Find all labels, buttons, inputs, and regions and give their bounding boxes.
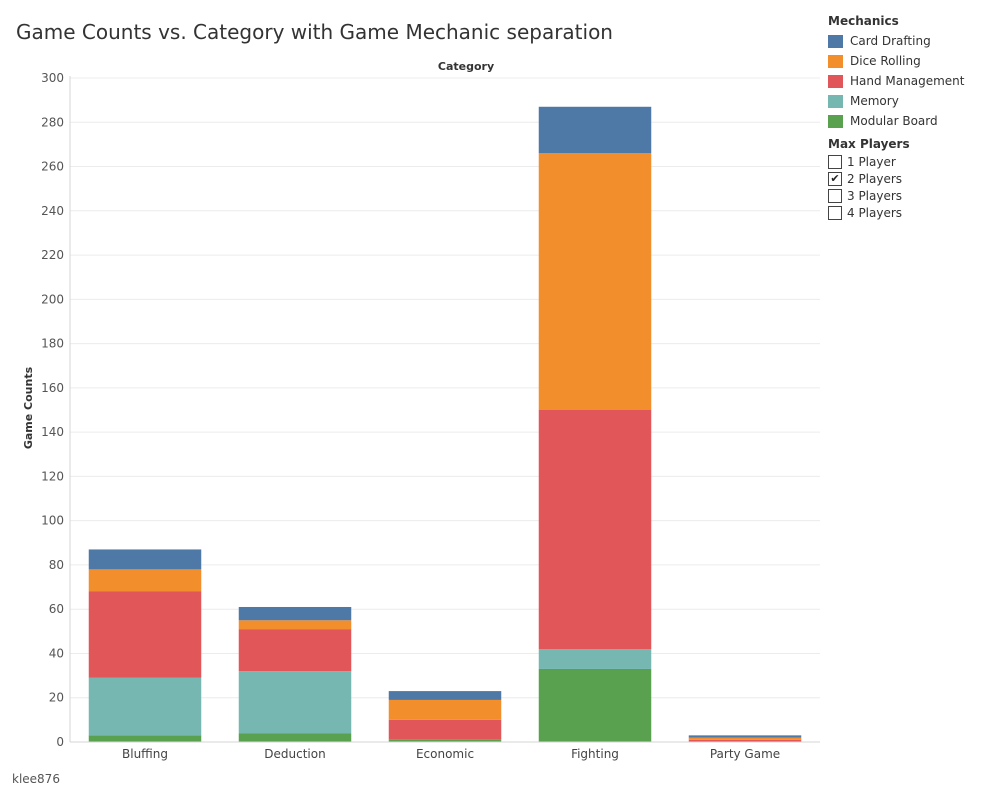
y-axis-title: Game Counts <box>22 366 35 449</box>
x-tick-label: Party Game <box>710 747 780 761</box>
legend-title: Mechanics <box>828 14 899 28</box>
legend-item-hand-management[interactable]: Hand Management <box>828 71 996 91</box>
legend-label: Card Drafting <box>850 34 931 48</box>
checkbox[interactable] <box>828 205 842 220</box>
y-tick-label: 60 <box>49 602 64 616</box>
legend-panel: Mechanics Card Drafting Dice Rolling Han… <box>828 14 996 221</box>
legend-label: Hand Management <box>850 74 965 88</box>
bar-segment-card-drafting <box>238 606 352 621</box>
y-tick-label: 140 <box>41 425 64 439</box>
filter-option-1-player[interactable]: 1 Player <box>828 153 996 170</box>
bar-segment-modular-board <box>88 735 202 742</box>
y-tick-label: 200 <box>41 292 64 306</box>
bar-segment-hand-management <box>538 410 652 650</box>
y-tick-label: 40 <box>49 646 64 660</box>
bar-segment-dice-rolling <box>388 699 502 720</box>
legend-label: Modular Board <box>850 114 938 128</box>
legend-swatch <box>828 74 843 88</box>
y-tick-label: 280 <box>41 115 64 129</box>
x-axis-title: Category <box>438 60 494 73</box>
bar-segment-dice-rolling <box>538 153 652 410</box>
bar-segment-modular-board <box>388 739 502 742</box>
x-tick-label: Economic <box>416 747 474 761</box>
legend-item-card-drafting[interactable]: Card Drafting <box>828 31 996 51</box>
bar-segment-card-drafting <box>538 106 652 154</box>
bar-segment-dice-rolling <box>88 569 202 592</box>
checkbox[interactable]: ✔ <box>828 171 842 186</box>
filter-option-4-players[interactable]: 4 Players <box>828 204 996 221</box>
bar-segment-modular-board <box>538 668 652 742</box>
legend-swatch <box>828 114 843 128</box>
filter-label: 4 Players <box>847 205 903 220</box>
bar-segment-dice-rolling <box>238 620 352 630</box>
filter-option-3-players[interactable]: 3 Players <box>828 187 996 204</box>
legend-label: Dice Rolling <box>850 54 921 68</box>
y-tick-label: 20 <box>49 691 64 705</box>
bars <box>88 106 802 742</box>
y-tick-label: 80 <box>49 558 64 572</box>
bar-segment-memory <box>238 671 352 734</box>
y-tick-label: 0 <box>56 735 64 749</box>
bar-segment-hand-management <box>388 719 502 740</box>
x-tick-label: Bluffing <box>122 747 168 761</box>
y-tick-label: 240 <box>41 204 64 218</box>
y-tick-label: 100 <box>41 514 64 528</box>
filter-label: 1 Player <box>847 154 896 169</box>
y-tick-label: 260 <box>41 160 64 174</box>
filter-title: Max Players <box>828 137 910 151</box>
y-tick-label: 160 <box>41 381 64 395</box>
bar-segment-card-drafting <box>688 735 802 738</box>
y-tick-label: 120 <box>41 469 64 483</box>
bar-segment-modular-board <box>238 733 352 742</box>
bar-segment-memory <box>538 649 652 669</box>
checkbox[interactable] <box>828 188 842 203</box>
filter-option-2-players[interactable]: ✔ 2 Players <box>828 170 996 187</box>
y-tick-label: 220 <box>41 248 64 262</box>
legend-item-modular-board[interactable]: Modular Board <box>828 111 996 131</box>
author-credit: klee876 <box>12 772 60 786</box>
y-tick-label: 300 <box>41 71 64 85</box>
bar-segment-dice-rolling <box>688 737 802 740</box>
bar-segment-hand-management <box>238 629 352 672</box>
x-tick-label: Fighting <box>571 747 619 761</box>
chart-title: Game Counts vs. Category with Game Mecha… <box>16 20 613 44</box>
legend-item-memory[interactable]: Memory <box>828 91 996 111</box>
filter-label: 3 Players <box>847 188 903 203</box>
legend-swatch <box>828 34 843 48</box>
legend-swatch <box>828 54 843 68</box>
legend-swatch <box>828 94 843 108</box>
bar-segment-hand-management <box>88 591 202 678</box>
axes: 0 20 40 60 80 100 120 140 160 180 200 220 240 260 280 3… <box>22 60 820 761</box>
bar-segment-card-drafting <box>88 549 202 570</box>
y-tick-label: 180 <box>41 337 64 351</box>
x-tick-label: Deduction <box>264 747 325 761</box>
checkbox[interactable] <box>828 154 842 169</box>
bar-segment-card-drafting <box>388 691 502 700</box>
legend-label: Memory <box>850 94 899 108</box>
filter-label: 2 Players <box>847 171 903 186</box>
bar-segment-memory <box>88 677 202 736</box>
legend-item-dice-rolling[interactable]: Dice Rolling <box>828 51 996 71</box>
bar-segment-hand-management <box>688 739 802 742</box>
